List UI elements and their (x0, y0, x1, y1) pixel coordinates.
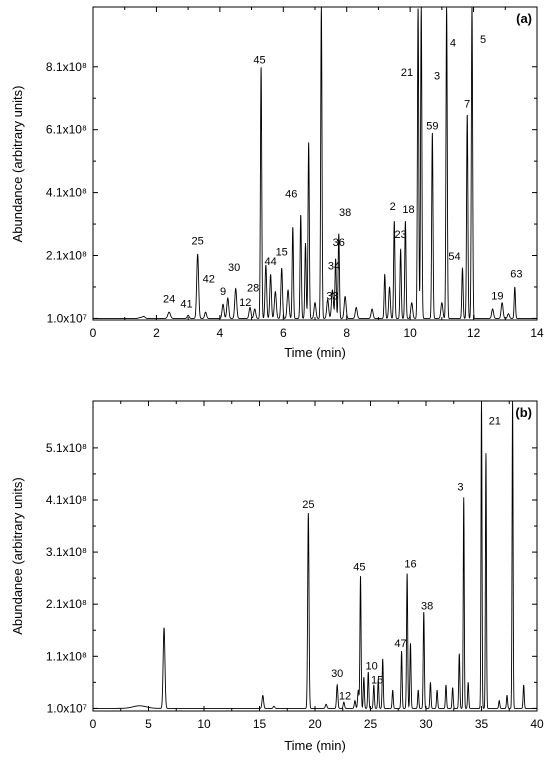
y-tick-label: 1.1x10⁸ (46, 649, 87, 663)
x-tick-label: 10 (403, 326, 417, 340)
peak-label-45: 45 (253, 55, 265, 67)
x-tick-label: 12 (467, 326, 481, 340)
peak-label-30: 30 (331, 668, 343, 680)
chromatogram-panel-b: 0 5 10 15 20 25 30 35 40 1.0x10⁷ 1.1x10⁸ 2.1x10⁸ 3.1… (10, 400, 544, 753)
peak-label-45: 45 (353, 561, 365, 573)
y-tick-label: 1.0x10⁷ (47, 311, 87, 325)
peak-label-41: 41 (180, 298, 192, 310)
x-tick-label: 10 (197, 717, 211, 731)
peak-label-21: 21 (489, 415, 501, 427)
peak-label-28: 28 (247, 283, 259, 295)
peak-label-63: 63 (510, 269, 522, 281)
x-tick-label: 20 (308, 717, 322, 731)
peak-label-19: 19 (491, 291, 503, 303)
y-axis-title: Abundanee (arbitrary units) (10, 477, 25, 635)
peak-label-7: 7 (464, 99, 470, 111)
peak-label-5: 5 (480, 34, 486, 46)
peak-label-3: 3 (457, 482, 463, 494)
peak-label-24: 24 (163, 294, 175, 306)
chromatogram-panel-a: 0 2 4 6 8 10 12 141.0x10⁷2.1x10⁸4.1x10⁸6.1x10⁸8… (10, 6, 544, 360)
y-tick-label: 4.1x10⁸ (46, 493, 87, 507)
x-tick-label: 8 (343, 326, 350, 340)
chromatogram-trace-b (93, 401, 537, 709)
peak-label-59: 59 (426, 121, 438, 133)
x-axis-title: Time (min) (284, 345, 346, 360)
x-tick-label: 35 (475, 717, 489, 731)
x-tick-label: 0 (90, 326, 97, 340)
peak-label-16: 16 (404, 559, 416, 571)
y-tick-label: 4.1x10⁸ (46, 186, 87, 200)
x-tick-label: 0 (90, 717, 97, 731)
panel-label: (b) (515, 405, 532, 420)
x-tick-label: 30 (419, 717, 433, 731)
peak-label-34: 34 (328, 261, 340, 273)
x-tick-label: 15 (253, 717, 267, 731)
chromatogram-trace-a (93, 7, 537, 319)
peak-label-3: 3 (434, 70, 440, 82)
y-tick-label: 2.1x10⁸ (46, 249, 87, 263)
x-tick-label: 6 (280, 326, 287, 340)
x-tick-label: 25 (364, 717, 378, 731)
peak-label-38: 38 (339, 207, 351, 219)
peak-label-54: 54 (448, 251, 460, 263)
peak-label-2: 2 (390, 201, 396, 213)
peak-label-38: 38 (421, 600, 433, 612)
x-axis-title: Time (min) (284, 738, 346, 753)
peak-label-47: 47 (394, 638, 406, 650)
peak-label-36: 36 (333, 237, 345, 249)
peak-label-46: 46 (285, 188, 297, 200)
peak-label-10: 10 (365, 660, 377, 672)
peak-label-44: 44 (264, 256, 276, 268)
y-tick-label: 1.0x10⁷ (47, 701, 87, 715)
peak-label-12: 12 (339, 691, 351, 703)
x-tick-label: 40 (530, 717, 544, 731)
x-tick-label: 5 (145, 717, 152, 731)
plot-frame-b (92, 400, 538, 712)
x-tick-label: 2 (153, 326, 160, 340)
peak-label-25: 25 (192, 236, 204, 248)
peak-label-42: 42 (203, 273, 215, 285)
peak-label-15: 15 (276, 247, 288, 259)
peak-label-33: 33 (326, 291, 338, 303)
x-tick-label: 4 (217, 326, 224, 340)
y-tick-label: 5.1x10⁸ (46, 441, 87, 455)
y-tick-label: 3.1x10⁸ (46, 545, 87, 559)
peak-label-9: 9 (220, 286, 226, 298)
y-tick-label: 8.1x10⁸ (46, 60, 87, 74)
peak-label-23: 23 (395, 229, 407, 241)
y-axis-title: Abundance (arbitrary units) (10, 86, 25, 243)
y-tick-label: 2.1x10⁸ (46, 597, 87, 611)
peak-label-15: 15 (371, 674, 383, 686)
y-tick-label: 6.1x10⁸ (46, 123, 87, 137)
peak-label-30: 30 (228, 262, 240, 274)
peak-label-21: 21 (401, 67, 413, 79)
peak-label-4: 4 (450, 37, 456, 49)
peak-label-12: 12 (239, 297, 251, 309)
peak-label-25: 25 (302, 499, 314, 511)
peak-label-18: 18 (402, 204, 414, 216)
panel-label: (a) (516, 11, 532, 26)
x-tick-label: 14 (530, 326, 544, 340)
